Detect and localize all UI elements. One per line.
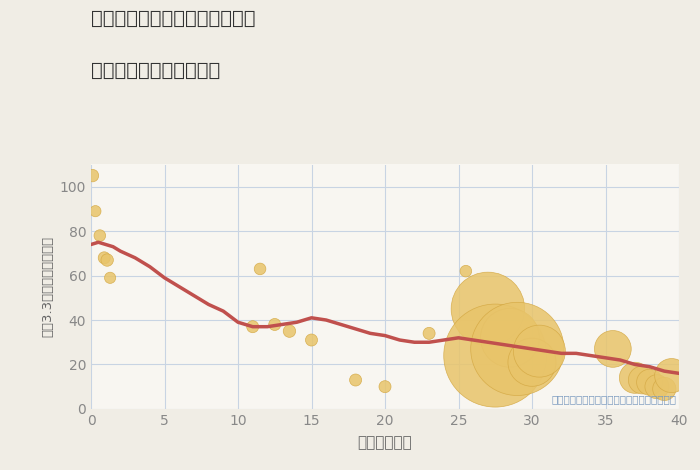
Point: [652, 383, 663, 391]
Point: [255, 265, 266, 273]
Point: [504, 334, 515, 342]
Point: [99, 254, 110, 262]
Point: [666, 372, 678, 379]
Text: 円の大きさは、取引のあった物件面積を示す: 円の大きさは、取引のあった物件面積を示す: [551, 394, 676, 405]
Y-axis label: 坪（3.3㎡）単価（万円）: 坪（3.3㎡）単価（万円）: [41, 236, 54, 337]
X-axis label: 築年数（年）: 築年数（年）: [358, 435, 412, 450]
Point: [350, 376, 361, 384]
Point: [608, 345, 619, 352]
Point: [104, 274, 116, 282]
Point: [102, 256, 113, 264]
Point: [284, 328, 295, 335]
Point: [306, 336, 317, 344]
Point: [247, 323, 258, 330]
Point: [94, 232, 106, 239]
Point: [379, 383, 391, 391]
Point: [512, 345, 523, 352]
Point: [644, 378, 655, 386]
Point: [269, 321, 280, 328]
Point: [424, 329, 435, 337]
Point: [482, 305, 493, 313]
Point: [526, 359, 538, 366]
Text: 築年数別中古戸建て価格: 築年数別中古戸建て価格: [91, 61, 220, 80]
Point: [659, 385, 670, 392]
Point: [87, 172, 98, 180]
Point: [637, 376, 648, 384]
Point: [90, 207, 101, 215]
Text: 福岡県北九州市門司区庄司町の: 福岡県北九州市門司区庄司町の: [91, 9, 256, 28]
Point: [534, 347, 545, 355]
Point: [461, 267, 472, 275]
Point: [490, 352, 501, 360]
Point: [629, 374, 641, 382]
